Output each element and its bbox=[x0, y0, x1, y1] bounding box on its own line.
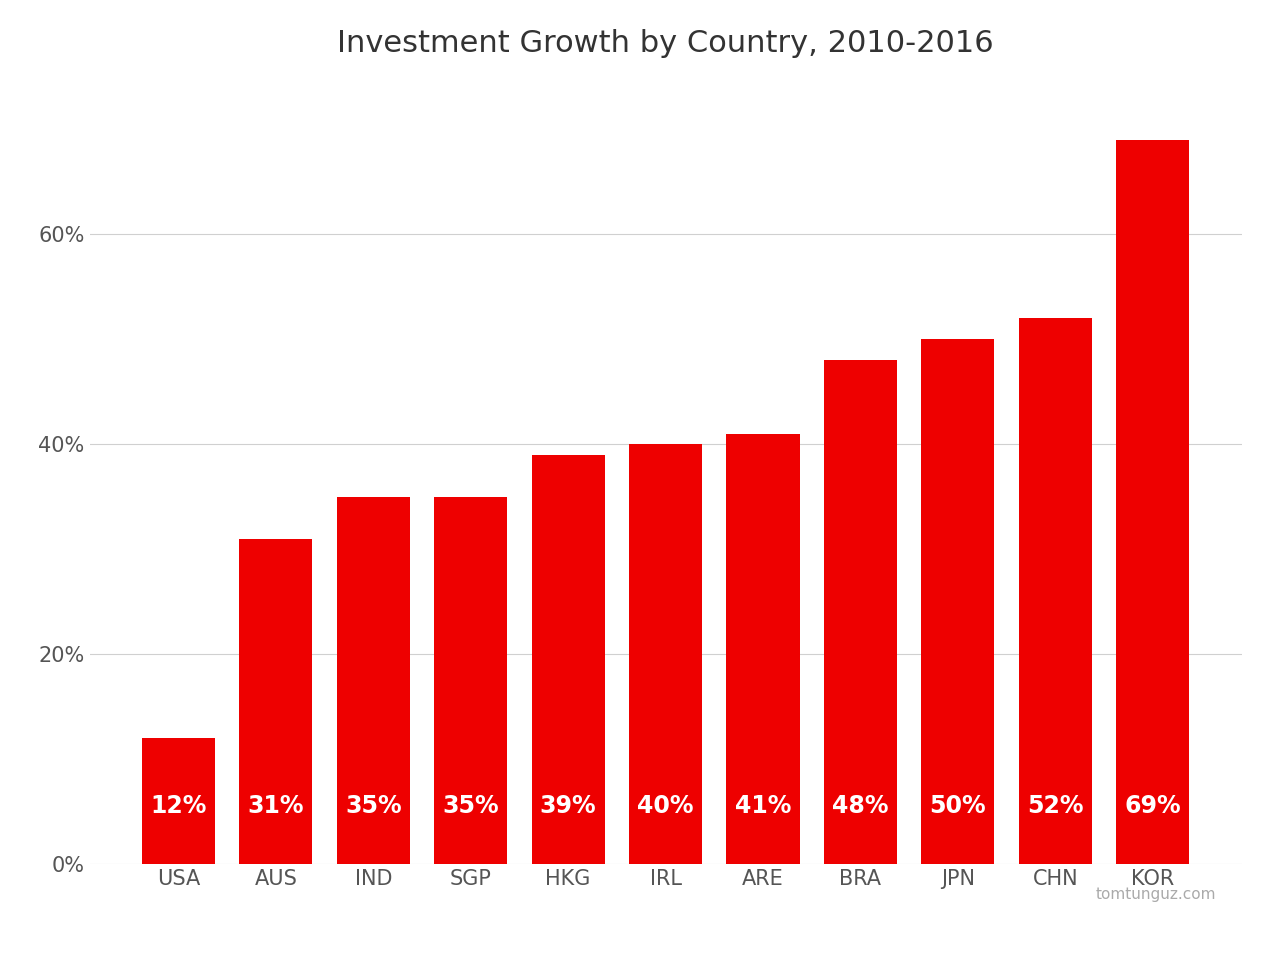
Text: 12%: 12% bbox=[150, 794, 206, 818]
Bar bbox=[922, 339, 995, 864]
Text: 41%: 41% bbox=[735, 794, 791, 818]
Bar bbox=[531, 455, 604, 864]
Bar bbox=[434, 496, 507, 864]
Bar bbox=[142, 738, 215, 864]
Text: 40%: 40% bbox=[637, 794, 694, 818]
Bar bbox=[628, 444, 703, 864]
Text: 69%: 69% bbox=[1124, 794, 1181, 818]
Bar bbox=[727, 434, 800, 864]
Bar bbox=[824, 360, 897, 864]
Text: 52%: 52% bbox=[1027, 794, 1084, 818]
Text: 35%: 35% bbox=[443, 794, 499, 818]
Text: tomtunguz.com: tomtunguz.com bbox=[1096, 887, 1216, 902]
Bar bbox=[1019, 318, 1092, 864]
Text: 31%: 31% bbox=[247, 794, 305, 818]
Bar bbox=[337, 496, 410, 864]
Bar bbox=[1116, 140, 1189, 864]
Text: 35%: 35% bbox=[346, 794, 402, 818]
Bar bbox=[239, 539, 312, 864]
Title: Investment Growth by Country, 2010-2016: Investment Growth by Country, 2010-2016 bbox=[338, 29, 993, 58]
Text: 50%: 50% bbox=[929, 794, 986, 818]
Text: 39%: 39% bbox=[540, 794, 596, 818]
Text: 48%: 48% bbox=[832, 794, 888, 818]
